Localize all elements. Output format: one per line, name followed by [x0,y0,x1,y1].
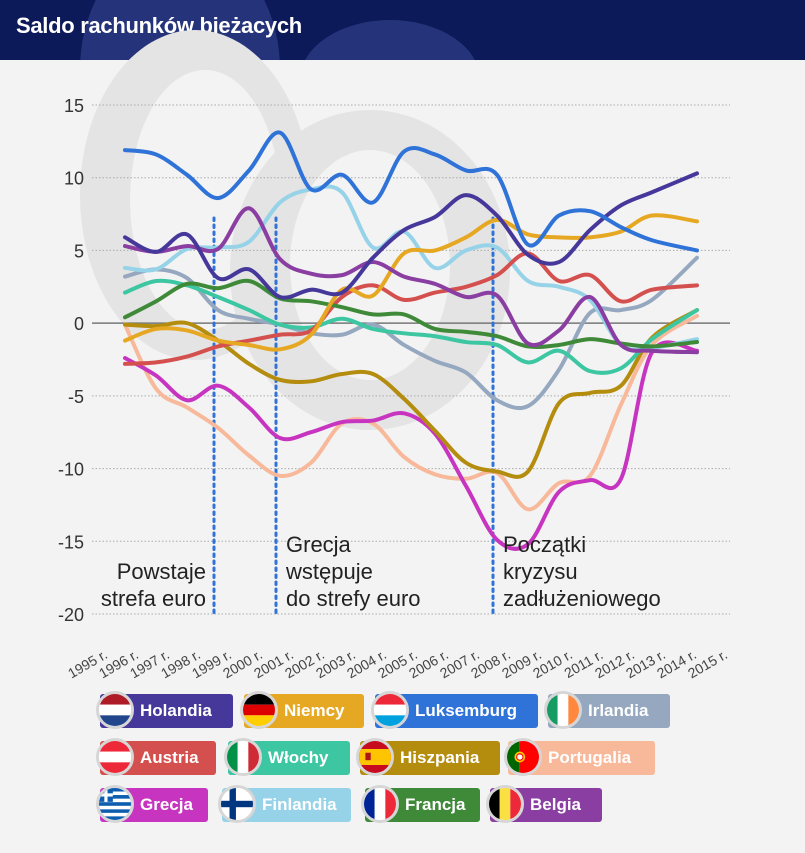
legend-item-hiszpania[interactable]: Hiszpania [356,738,500,776]
legend-label: Finlandia [262,795,337,814]
y-tick-label: 10 [64,169,84,189]
series-line-austria [123,251,699,366]
header-bar: Saldo rachunków bieżacych [0,0,805,60]
flag-icon-it [224,738,262,776]
legend-item-finlandia[interactable]: Finlandia [218,785,351,823]
series-line-holandia [123,171,699,300]
annotation-text: strefa euro [101,586,206,611]
legend-label: Grecja [140,795,193,814]
legend-label: Austria [140,748,199,767]
annotation-text: do strefy euro [286,586,421,611]
y-tick-label: -5 [68,387,84,407]
flag-icon-fr [361,785,399,823]
legend-label: Hiszpania [400,748,480,767]
series-line-belgia [123,206,699,355]
y-tick-label: 0 [74,314,84,334]
legend-item-holandia[interactable]: Holandia [96,691,233,729]
header-decoration [300,20,480,60]
flag-icon-es [356,738,394,776]
series-line-francja [123,278,699,349]
legend-item-grecja[interactable]: Grecja [96,785,208,823]
series-line-włochy [123,278,699,375]
legend-item-irlandia[interactable]: Irlandia [544,691,670,729]
legend-item-niemcy[interactable]: Niemcy [240,691,364,729]
page-title: Saldo rachunków bieżacych [16,13,302,38]
y-tick-label: -20 [58,605,84,625]
series-line-irlandia [123,255,699,411]
legend-label: Luksemburg [415,701,518,720]
legend-item-francja[interactable]: Francja [361,785,480,823]
legend-label: Belgia [530,795,582,814]
legend-item-austria[interactable]: Austria [96,738,216,776]
y-tick-label: -10 [58,460,84,480]
legend-item-portugalia[interactable]: Portugalia [504,738,655,776]
annotation-text: wstępuje [285,559,373,584]
legend-item-włochy[interactable]: Włochy [224,738,350,776]
annotation-text: kryzysu [503,559,578,584]
legend-label: Niemcy [284,701,345,720]
flag-icon-ie [544,691,582,729]
legend-item-belgia[interactable]: Belgia [486,785,602,823]
legend-item-luksemburg[interactable]: Luksemburg [371,691,538,729]
flag-icon-nl [96,691,134,729]
legend-label: Holandia [140,701,212,720]
annotation-text: Powstaje [117,559,206,584]
y-tick-label: 15 [64,96,84,116]
series-line-luksemburg [123,130,699,253]
legend-label: Francja [405,795,466,814]
flag-icon-lu [371,691,409,729]
flag-icon-pt [504,738,542,776]
series-line-niemcy [123,213,699,352]
annotation-text: Początki [503,532,586,557]
y-tick-label: 5 [74,241,84,261]
legend-label: Portugalia [548,748,632,767]
flag-icon-gr [96,785,134,823]
flag-icon-fi [218,785,256,823]
flag-icon-be [486,785,524,823]
series-line-portugalia [123,313,699,512]
y-tick-label: -15 [58,532,84,552]
legend-label: Irlandia [588,701,649,720]
series-line-grecja [123,340,699,551]
annotation-text: zadłużeniowego [503,586,661,611]
legend-label: Włochy [268,748,329,767]
flag-icon-de [240,691,278,729]
annotation-text: Grecja [286,532,352,557]
flag-icon-at [96,738,134,776]
